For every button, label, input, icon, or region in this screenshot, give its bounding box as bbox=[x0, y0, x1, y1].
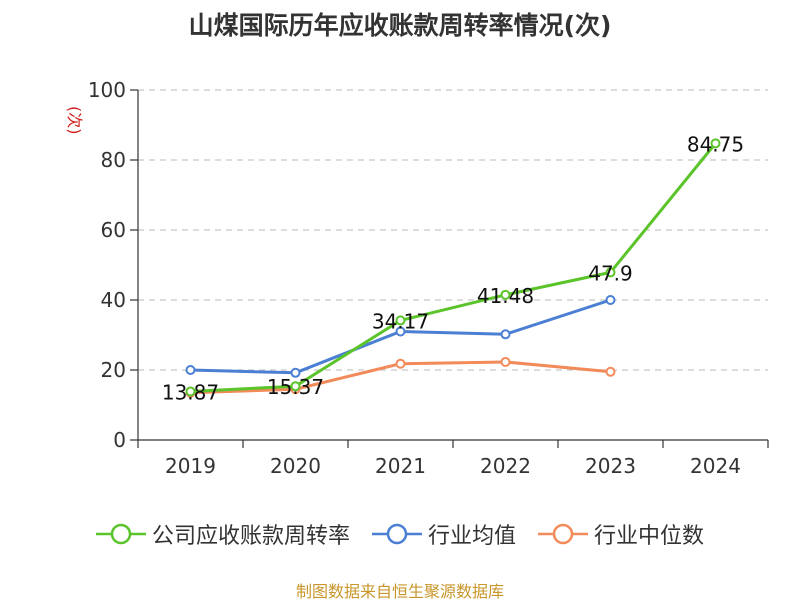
series-1-point-2021 bbox=[395, 326, 406, 337]
x-tick-label-2022: 2022 bbox=[480, 454, 531, 478]
series-2-point-2022 bbox=[500, 356, 511, 367]
data-label-2022: 41.48 bbox=[477, 284, 534, 308]
series-0-point-2022 bbox=[500, 289, 511, 300]
series-1-point-2019 bbox=[185, 365, 196, 375]
data-label-2021: 34.17 bbox=[372, 309, 429, 333]
series-0-point-2020 bbox=[290, 381, 301, 392]
series-1-point-2023 bbox=[605, 295, 616, 305]
x-tick-label-2024: 2024 bbox=[690, 454, 741, 478]
y-tick-label-20: 20 bbox=[101, 358, 126, 382]
series-0-point-2021 bbox=[395, 315, 406, 326]
series-2-point-2021 bbox=[395, 358, 406, 369]
series-0-point-2023 bbox=[605, 267, 616, 278]
y-tick-label-100: 100 bbox=[88, 78, 126, 102]
legend-label: 行业均值 bbox=[427, 524, 516, 549]
series-1-point-2022 bbox=[500, 329, 511, 340]
legend-label: 行业中位数 bbox=[594, 524, 705, 549]
y-tick-label-80: 80 bbox=[101, 148, 126, 172]
chart-title: 山煤国际历年应收账款周转率情况(次) bbox=[188, 11, 612, 40]
data-label-2023: 47.9 bbox=[588, 261, 633, 285]
data-label-2024: 84.75 bbox=[687, 132, 744, 156]
legend-swatch-icon bbox=[371, 523, 422, 545]
data-label-2019: 13.87 bbox=[162, 380, 219, 404]
legend-item-0[interactable]: 公司应收账款周转率 bbox=[95, 518, 350, 550]
series-line-0 bbox=[190, 142, 717, 393]
legend-item-2[interactable]: 行业中位数 bbox=[538, 518, 704, 550]
y-tick-label-0: 0 bbox=[113, 428, 126, 452]
source-note: 制图数据来自恒生聚源数据库 bbox=[295, 582, 504, 601]
x-tick-label-2021: 2021 bbox=[375, 454, 426, 478]
series-1-point-2020 bbox=[290, 367, 301, 378]
x-tick-label-2020: 2020 bbox=[270, 454, 321, 478]
data-label-2020: 15.37 bbox=[267, 375, 324, 399]
y-tick-label-40: 40 bbox=[101, 288, 126, 312]
series-2-point-2023 bbox=[605, 366, 616, 377]
y-tick-label-60: 60 bbox=[101, 218, 126, 242]
legend-swatch-icon bbox=[538, 523, 588, 545]
legend-swatch-icon bbox=[95, 523, 146, 545]
x-tick-label-2019: 2019 bbox=[165, 454, 216, 478]
legend-item-1[interactable]: 行业均值 bbox=[371, 518, 516, 550]
legend: 公司应收账款周转率 行业均值 行业中位数 bbox=[0, 518, 800, 550]
series-0-point-2019 bbox=[185, 386, 196, 397]
legend-label: 公司应收账款周转率 bbox=[151, 524, 350, 549]
line-chart: 0 20 40 60 80 100 2019 2020 2021 2022 2023 2024 13.8… bbox=[88, 78, 769, 478]
x-tick-label-2023: 2023 bbox=[585, 454, 636, 478]
series-0-point-2024 bbox=[710, 138, 721, 149]
